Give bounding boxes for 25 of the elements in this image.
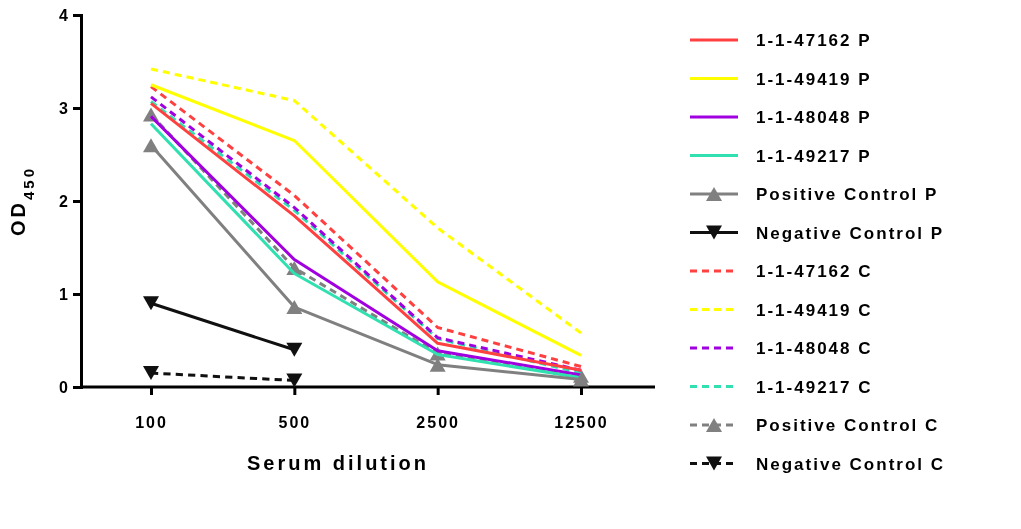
x-tick-label: 12500: [554, 414, 609, 432]
legend-label: 1-1-49217 P: [756, 146, 872, 166]
legend-label: 1-1-47162 C: [756, 262, 873, 281]
legend-label: Negative Control P: [756, 223, 945, 243]
legend-label: 1-1-49419 C: [756, 300, 873, 320]
y-tick-label: 4: [59, 6, 70, 24]
y-tick-label: 3: [59, 99, 70, 117]
x-tick-label: 100: [135, 414, 168, 432]
x-axis-title: Serum dilution: [247, 452, 429, 474]
y-tick-label: 2: [59, 192, 70, 210]
legend-label: 1-1-47162 P: [756, 31, 872, 50]
x-tick-label: 500: [278, 414, 312, 432]
legend-label: Positive Control P: [756, 185, 939, 204]
point: [143, 138, 159, 153]
y-tick-label: 0: [59, 378, 70, 396]
y-tick-label: 1: [59, 285, 70, 303]
x-tick-label: 2500: [416, 414, 460, 432]
point: [573, 372, 589, 387]
legend-label: Positive Control C: [756, 416, 940, 435]
legend-label: 1-1-49217 C: [756, 377, 873, 397]
legend-label: 1-1-48048 C: [756, 339, 873, 358]
legend-label: 1-1-49419 P: [756, 69, 872, 89]
legend-label: Negative Control C: [756, 454, 946, 474]
point: [286, 300, 303, 315]
legend-label: 1-1-48048 P: [756, 108, 872, 127]
